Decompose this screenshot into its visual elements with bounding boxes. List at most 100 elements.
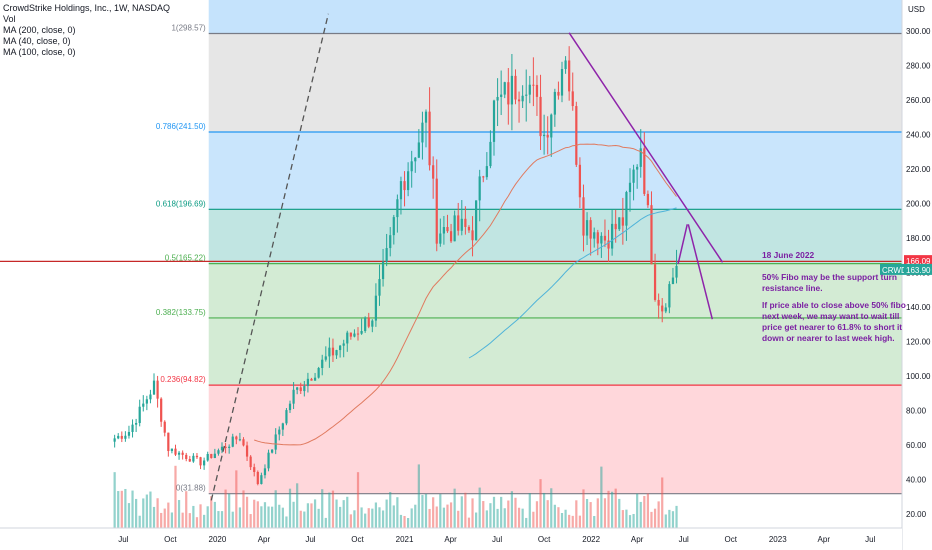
annotation-line-1: 50% Fibo may be the support turn xyxy=(762,272,897,282)
volume-bar xyxy=(317,508,320,528)
volume-bar xyxy=(639,501,642,528)
candle-body xyxy=(135,423,138,425)
legend-ma200: MA (200, close, 0) xyxy=(3,25,76,35)
candle-body xyxy=(324,356,327,360)
volume-bar xyxy=(124,488,127,528)
x-tick-2: 2020 xyxy=(209,535,227,544)
volume-bar xyxy=(457,510,460,528)
fib-band-4 xyxy=(208,317,902,386)
candle-body xyxy=(210,453,213,458)
volume-bar xyxy=(632,513,635,528)
candle-body xyxy=(145,399,148,404)
volume-bar xyxy=(424,494,428,528)
volume-bar xyxy=(650,511,653,528)
volume-bar xyxy=(203,514,206,528)
volume-bar xyxy=(296,483,299,528)
volume-bar xyxy=(571,515,574,528)
candle-body xyxy=(560,69,564,96)
candle-body xyxy=(582,197,585,236)
volume-bar xyxy=(131,490,134,528)
candle-body xyxy=(646,193,650,206)
candle-body xyxy=(245,445,249,457)
volume-bar xyxy=(550,488,553,528)
volume-bar xyxy=(160,512,163,528)
x-tick-5: Oct xyxy=(351,535,364,544)
volume-bar xyxy=(274,490,277,528)
volume-bar xyxy=(428,508,431,528)
volume-bar xyxy=(439,494,442,528)
volume-bar xyxy=(185,491,188,528)
ticker-tag: CRWD xyxy=(882,266,907,275)
fib-band-1 xyxy=(208,132,902,210)
candle-body xyxy=(657,299,660,306)
candle-body xyxy=(521,95,524,102)
volume-bar xyxy=(135,498,138,528)
volume-bar xyxy=(582,489,585,528)
candle-body xyxy=(367,317,370,327)
volume-bar xyxy=(381,510,385,528)
volume-bar xyxy=(449,502,453,528)
legend-ma40: MA (40, close, 0) xyxy=(3,36,71,46)
candle-body xyxy=(392,217,395,236)
candle-body xyxy=(593,232,596,239)
volume-bar xyxy=(636,493,639,528)
candle-body xyxy=(500,94,503,97)
candle-body xyxy=(589,220,592,239)
candle-body xyxy=(288,403,292,411)
candle-body xyxy=(653,264,657,300)
y-tick-6: 180.00 xyxy=(906,234,931,243)
volume-bar xyxy=(621,510,624,528)
time-axis-bg xyxy=(0,528,902,550)
candle-body xyxy=(492,100,496,142)
volume-bar xyxy=(464,492,467,528)
x-tick-6: 2021 xyxy=(396,535,414,544)
y-tick-1: 280.00 xyxy=(906,62,931,71)
volume-bar xyxy=(525,517,528,528)
volume-bar xyxy=(414,504,417,528)
volume-bar xyxy=(535,501,539,528)
price-label-lower-bg xyxy=(904,263,932,275)
volume-bar xyxy=(356,472,360,528)
candle-body xyxy=(235,436,238,440)
volume-bar xyxy=(646,493,650,528)
volume-bar xyxy=(163,508,166,528)
candle-body xyxy=(156,380,159,399)
candle-body xyxy=(274,434,277,450)
candle-body xyxy=(321,359,324,369)
ma100-line xyxy=(468,207,677,359)
candle-body xyxy=(435,178,438,244)
candle-body xyxy=(417,142,420,158)
x-tick-4: Jul xyxy=(305,535,315,544)
volume-bar xyxy=(675,505,678,528)
candle-body xyxy=(611,223,614,249)
fib-label-1: 0.786(241.50) xyxy=(156,122,206,131)
volume-bar xyxy=(231,511,234,528)
candle-body xyxy=(407,171,410,191)
volume-bar xyxy=(643,496,646,528)
x-tick-0: Jul xyxy=(118,535,128,544)
price-label-upper: 166.09 xyxy=(906,257,931,266)
volume-bar xyxy=(224,489,227,528)
volume-bar xyxy=(514,497,517,528)
candle-body xyxy=(181,452,184,455)
candle-body xyxy=(188,458,191,462)
candle-body xyxy=(575,106,578,165)
candle-body xyxy=(449,231,453,242)
arrow-down xyxy=(687,224,714,320)
candle-body xyxy=(550,114,553,138)
candle-body xyxy=(149,394,152,400)
volume-bar xyxy=(235,470,238,528)
volume-bar xyxy=(263,502,267,528)
volume-bar xyxy=(285,516,288,528)
candle-body xyxy=(603,235,607,241)
y-tick-8: 140.00 xyxy=(906,303,931,312)
candle-body xyxy=(432,165,435,179)
moving-averages xyxy=(254,143,677,446)
volume-bar xyxy=(292,501,295,528)
candle-body xyxy=(578,164,582,198)
candle-body xyxy=(152,380,156,395)
candle-body xyxy=(507,82,510,105)
volume-bar xyxy=(528,493,531,528)
volume-bar xyxy=(245,496,249,528)
